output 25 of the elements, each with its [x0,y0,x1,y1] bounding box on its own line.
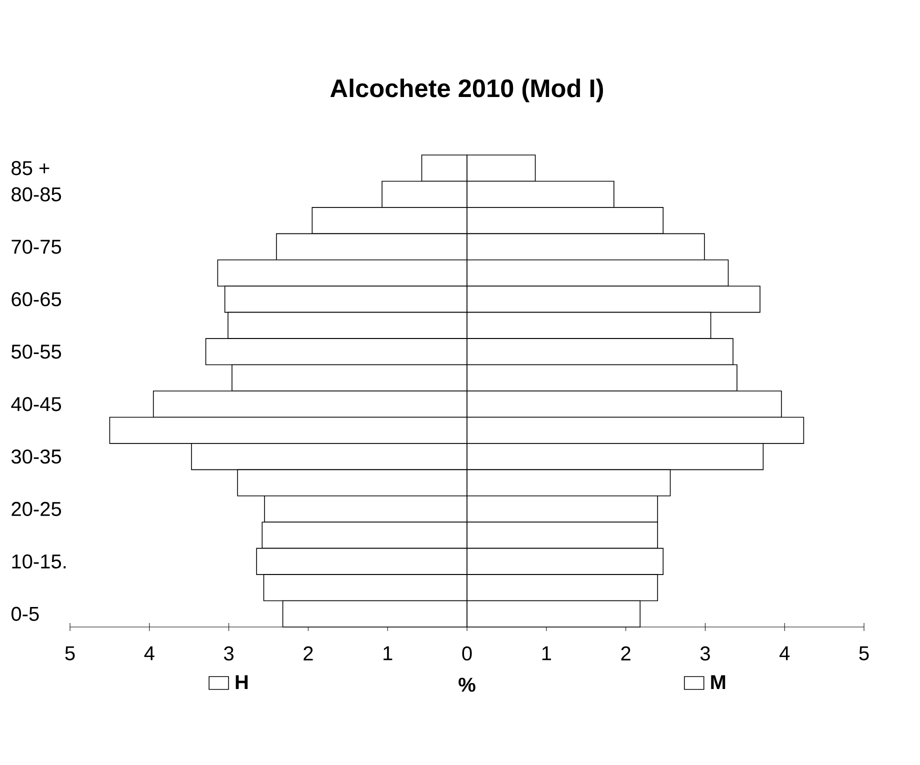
chart-title: Alcochete 2010 (Mod I) [330,78,603,102]
x-tick-label: 4 [780,646,790,660]
x-tick-label: 5 [65,646,75,660]
y-tick-label: 0-5 [11,606,39,621]
legend-label: H [236,675,248,690]
x-tick-label: 5 [859,646,869,660]
x-tick-label: 1 [542,646,551,660]
y-tick-label: 20-25 [12,502,62,516]
y-tick-label: 10-15. [12,554,66,569]
y-tick-label: 80-85 [12,187,62,202]
y-tick-label: 40-45 [11,397,62,412]
y-tick-label: 70-75 [12,240,62,254]
y-tick-label: 30-35 [11,449,62,464]
x-tick-label: 2 [621,646,630,660]
x-tick-label: 2 [304,646,313,660]
x-tick-label: 3 [700,646,710,661]
x-tick-label: 3 [224,646,234,661]
y-tick-label: 60-65 [12,292,62,306]
legend-label: M [711,675,726,690]
x-tick-label: 0 [462,646,472,661]
x-tick-label: 4 [144,646,154,660]
x-axis-title: % [458,678,476,692]
y-tick-label: 85 + [12,161,50,176]
y-tick-label: 50-55 [12,344,62,359]
x-tick-label: 1 [384,646,392,660]
